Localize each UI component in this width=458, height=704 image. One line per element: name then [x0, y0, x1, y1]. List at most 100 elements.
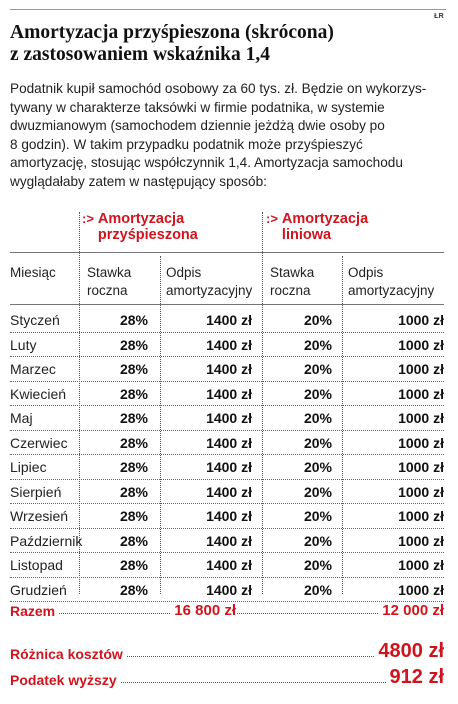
infographic-title: Amortyzacja przyśpieszona (skrócona) z z…	[10, 22, 334, 65]
charge-accelerated-cell: 1400 zł	[206, 508, 252, 524]
rate-linear-cell: 20%	[303, 385, 332, 402]
charge-linear-cell: 1000 zł	[398, 434, 444, 451]
rate-linear-cell: 20%	[303, 336, 332, 353]
charge-linear-cell: 1000 zł	[398, 581, 444, 598]
table-header: Miesiąc Stawka roczna Odpis amortyzacyjn…	[0, 258, 458, 302]
table-row: Wrzesień 28% 1400 zł 20% 1000 zł	[10, 504, 444, 529]
month-cell: Czerwiec	[10, 434, 68, 451]
table-row: Lipiec 28% 1400 zł 20% 1000 zł	[10, 455, 444, 480]
charge-linear-cell: 1000 zł	[398, 312, 444, 328]
table-row: Maj 28% 1400 zł 20% 1000 zł	[10, 406, 444, 431]
rate-linear-cell: 20%	[303, 459, 332, 475]
charge-accelerated-cell: 1400 zł	[206, 312, 252, 328]
rate-accelerated-cell: 28%	[119, 483, 148, 500]
total-label: Razem	[10, 603, 59, 619]
charge-accelerated-cell: 1400 zł	[206, 361, 252, 377]
rate-linear-cell: 20%	[303, 557, 332, 573]
table-row: Marzec 28% 1400 zł 20% 1000 zł	[10, 357, 444, 382]
column-separator	[79, 212, 80, 594]
rate-accelerated-cell: 28%	[119, 385, 148, 402]
table-row: Grudzień 28% 1400 zł 20% 1000 zł	[10, 578, 444, 602]
rate-linear-cell: 20%	[303, 532, 332, 549]
month-cell: Wrzesień	[10, 508, 69, 524]
rate-accelerated-cell: 28%	[119, 434, 148, 451]
month-cell: Listopad	[10, 557, 63, 573]
tax-row: Podatek wyższy 912 zł	[10, 666, 444, 690]
group-label: Amortyzacja liniowa	[281, 211, 369, 243]
table-row: Sierpień 28% 1400 zł 20% 1000 zł	[10, 480, 444, 504]
charge-accelerated-cell: 1400 zł	[206, 557, 252, 573]
rate-accelerated-cell: 28%	[119, 508, 148, 524]
charge-accelerated-cell: 1400 zł	[206, 459, 252, 475]
table-header-rule	[10, 304, 444, 305]
group-header-linear: :> Amortyzacja liniowa	[266, 211, 368, 243]
rate-accelerated-cell: 28%	[119, 410, 148, 426]
table-row: Luty 28% 1400 zł 20% 1000 zł	[10, 333, 444, 357]
month-cell: Marzec	[10, 361, 56, 377]
month-cell: Październik	[10, 532, 83, 549]
tax-label: Podatek wyższy	[10, 672, 120, 688]
group-label: Amortyzacja przyśpieszona	[97, 211, 198, 243]
month-cell: Grudzień	[10, 581, 67, 598]
month-cell: Lipiec	[10, 459, 47, 475]
charge-accelerated-cell: 1400 zł	[206, 483, 252, 500]
rate-linear-cell: 20%	[303, 361, 332, 377]
month-cell: Maj	[10, 410, 33, 426]
total-row: Razem 16 800 zł 12 000 zł	[10, 601, 444, 621]
table-row: Styczeń 28% 1400 zł 20% 1000 zł	[10, 308, 444, 333]
charge-linear-cell: 1000 zł	[398, 410, 444, 426]
table-row: Listopad 28% 1400 zł 20% 1000 zł	[10, 553, 444, 578]
col-rate-linear: Stawka roczna	[270, 265, 315, 298]
charge-linear-cell: 1000 zł	[398, 557, 444, 573]
rate-accelerated-cell: 28%	[119, 532, 148, 549]
charge-accelerated-cell: 1400 zł	[206, 532, 252, 549]
rate-linear-cell: 20%	[303, 483, 332, 500]
charge-linear-cell: 1000 zł	[398, 385, 444, 402]
col-month: Miesiąc	[10, 265, 56, 280]
charge-linear-cell: 1000 zł	[398, 361, 444, 377]
rate-linear-cell: 20%	[303, 312, 332, 328]
rate-linear-cell: 20%	[303, 581, 332, 598]
difference-value: 4800 zł	[375, 640, 444, 663]
total-linear: 12 000 zł	[379, 602, 444, 619]
total-accelerated: 16 800 zł	[171, 602, 236, 619]
rate-linear-cell: 20%	[303, 410, 332, 426]
charge-linear-cell: 1000 zł	[398, 336, 444, 353]
table-row: Kwiecień 28% 1400 zł 20% 1000 zł	[10, 382, 444, 406]
charge-linear-cell: 1000 zł	[398, 459, 444, 475]
rate-accelerated-cell: 28%	[119, 361, 148, 377]
rate-accelerated-cell: 28%	[119, 336, 148, 353]
tax-value: 912 zł	[386, 666, 444, 689]
column-separator	[160, 256, 161, 594]
col-charge-linear: Odpis amortyzacyjny	[348, 265, 435, 298]
month-cell: Kwiecień	[10, 385, 67, 402]
difference-label: Różnica kosztów	[10, 646, 126, 662]
rate-accelerated-cell: 28%	[119, 459, 148, 475]
month-cell: Sierpień	[10, 483, 62, 500]
rate-accelerated-cell: 28%	[119, 557, 148, 573]
charge-accelerated-cell: 1400 zł	[206, 336, 252, 353]
month-cell: Luty	[10, 336, 37, 353]
difference-row: Różnica kosztów 4800 zł	[10, 640, 444, 664]
author-credit: ŁR	[434, 13, 444, 20]
rate-linear-cell: 20%	[303, 434, 332, 451]
intro-paragraph: Podatnik kupił samochód osobowy za 60 ty…	[10, 81, 427, 189]
rate-linear-cell: 20%	[303, 508, 332, 524]
charge-linear-cell: 1000 zł	[398, 532, 444, 549]
top-rule	[10, 9, 446, 10]
table-row: Październik 28% 1400 zł 20% 1000 zł	[10, 529, 444, 553]
table-top-rule	[10, 252, 444, 253]
table-row: Czerwiec 28% 1400 zł 20% 1000 zł	[10, 431, 444, 455]
column-separator	[342, 256, 343, 594]
charge-linear-cell: 1000 zł	[398, 483, 444, 500]
arrow-icon: :>	[82, 211, 94, 226]
col-charge-accelerated: Odpis amortyzacyjny	[166, 265, 253, 298]
charge-accelerated-cell: 1400 zł	[206, 434, 252, 451]
charge-accelerated-cell: 1400 zł	[206, 410, 252, 426]
table-body: Styczeń 28% 1400 zł 20% 1000 zł Luty 28% 1400 z…	[0, 308, 458, 602]
column-separator	[262, 212, 263, 594]
charge-accelerated-cell: 1400 zł	[206, 581, 252, 598]
rate-accelerated-cell: 28%	[119, 312, 148, 328]
col-rate-accelerated: Stawka roczna	[87, 265, 132, 298]
charge-linear-cell: 1000 zł	[398, 508, 444, 524]
